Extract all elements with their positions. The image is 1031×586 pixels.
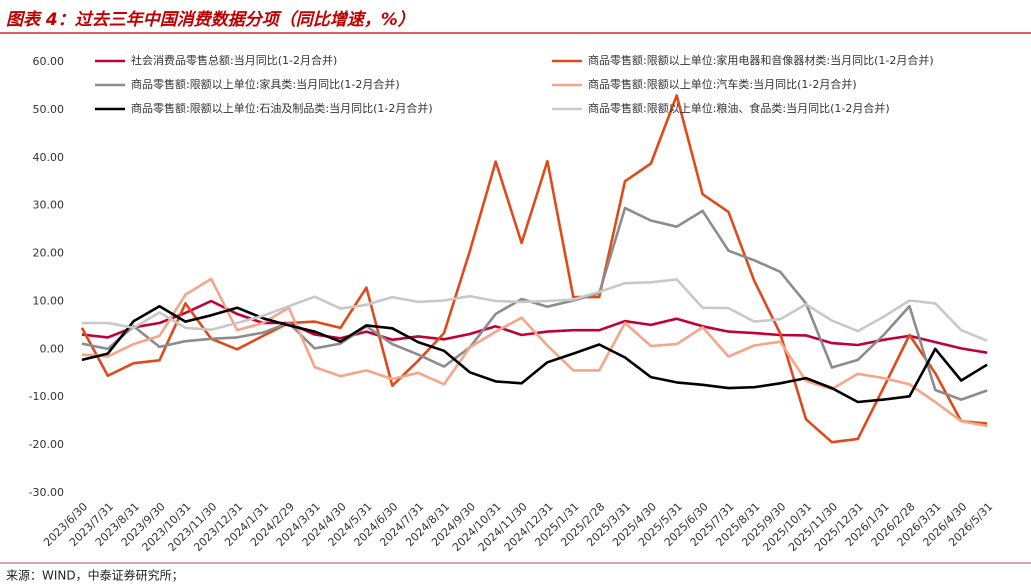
y-tick-label: -20.00 — [29, 438, 64, 451]
legend-label: 商品零售额:限额以上单位:家用电器和音像器材类:当月同比(1-2月合并) — [588, 53, 934, 67]
y-tick-label: 0.00 — [40, 342, 65, 355]
legend-label: 社会消费品零售总额:当月同比(1-2月合并) — [131, 53, 337, 67]
legend-label: 商品零售额:限额以上单位:家具类:当月同比(1-2月合并) — [131, 77, 400, 91]
y-tick-label: 50.00 — [33, 103, 65, 116]
legend-label: 商品零售额:限额以上单位:汽车类:当月同比(1-2月合并) — [588, 77, 857, 91]
y-tick-label: 40.00 — [33, 151, 65, 164]
series-line — [81, 304, 988, 404]
y-tick-label: 60.00 — [33, 55, 65, 68]
series-line — [81, 206, 988, 401]
y-tick-label: 10.00 — [33, 294, 65, 307]
series-line — [80, 94, 988, 444]
y-tick-label: 30.00 — [33, 199, 65, 212]
legend-label: 商品零售额:限额以上单位:石油及制品类:当月同比(1-2月合并) — [131, 101, 433, 115]
source: 来源：WIND，中泰证券研究所； — [6, 568, 184, 583]
series-line — [81, 278, 988, 342]
chart-title: 图表 4：过去三年中国消费数据分项（同比增速，%） — [6, 10, 415, 30]
y-tick-label: -10.00 — [29, 390, 64, 403]
y-tick-label: -30.00 — [29, 486, 64, 499]
series-line — [81, 277, 988, 428]
legend-label: 商品零售额:限额以上单位:粮油、食品类:当月同比(1-2月合并) — [588, 101, 890, 115]
y-tick-label: 20.00 — [33, 247, 65, 260]
